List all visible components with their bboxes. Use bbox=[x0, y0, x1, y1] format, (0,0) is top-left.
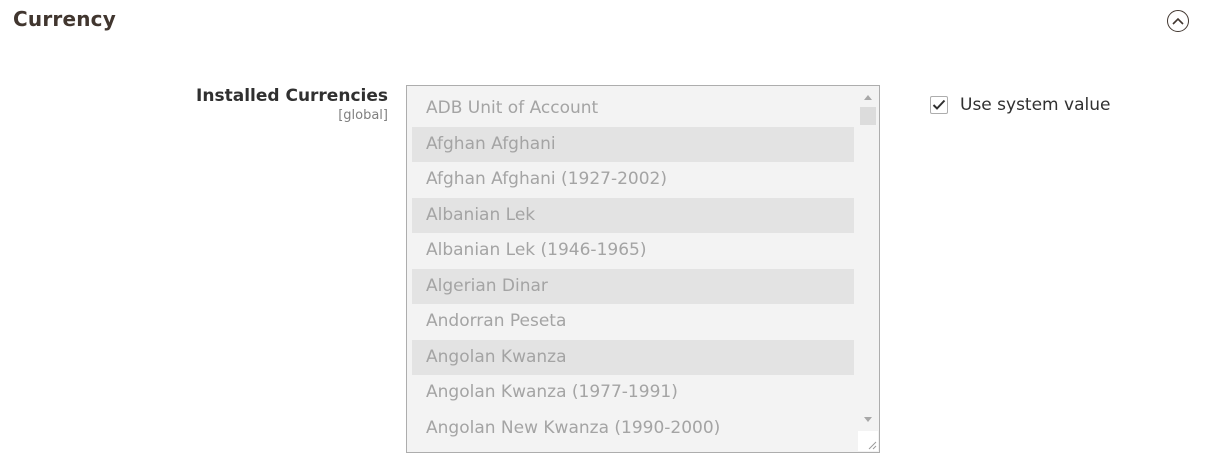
resize-grip-icon bbox=[868, 441, 877, 450]
use-system-value-checkbox[interactable] bbox=[930, 96, 948, 114]
checkmark-icon bbox=[932, 99, 946, 110]
currency-option[interactable]: Albanian Lek (1946-1965) bbox=[426, 240, 647, 260]
resize-handle[interactable] bbox=[858, 431, 878, 451]
options-list: ADB Unit of Account Afghan Afghani Afghan … bbox=[412, 91, 854, 446]
scroll-up-arrow-icon[interactable] bbox=[864, 95, 872, 100]
collapse-section-button[interactable] bbox=[1167, 10, 1189, 32]
use-system-value[interactable]: Use system value bbox=[930, 95, 1110, 115]
use-system-value-label: Use system value bbox=[960, 95, 1111, 115]
listbox-scrollbar[interactable] bbox=[858, 87, 878, 432]
currency-option[interactable]: Afghan Afghani bbox=[412, 126, 854, 162]
currency-option[interactable]: Afghan Afghani (1927-2002) bbox=[426, 169, 667, 189]
section-title[interactable]: Currency bbox=[13, 7, 116, 31]
currency-option[interactable]: Andorran Peseta bbox=[426, 311, 567, 331]
currency-option[interactable]: Algerian Dinar bbox=[412, 268, 854, 304]
scroll-thumb[interactable] bbox=[860, 107, 876, 125]
field-label-text: Installed Currencies bbox=[196, 86, 388, 106]
currency-option[interactable]: Albanian Lek bbox=[412, 197, 854, 233]
currency-option[interactable]: Angolan Kwanza bbox=[412, 339, 854, 375]
currency-option[interactable]: ADB Unit of Account bbox=[426, 98, 599, 118]
currency-option[interactable]: Angolan Kwanza (1977-1991) bbox=[426, 382, 678, 402]
currency-option[interactable]: Angolan New Kwanza (1990-2000) bbox=[426, 417, 721, 438]
scroll-down-arrow-icon[interactable] bbox=[864, 417, 872, 422]
scope-label: [global] bbox=[338, 108, 388, 123]
installed-currencies-multiselect[interactable]: ADB Unit of Account Afghan Afghani Afghan … bbox=[406, 85, 880, 453]
chevron-up-icon bbox=[1172, 17, 1184, 25]
installed-currencies-label: Installed Currencies [global] bbox=[196, 86, 388, 123]
